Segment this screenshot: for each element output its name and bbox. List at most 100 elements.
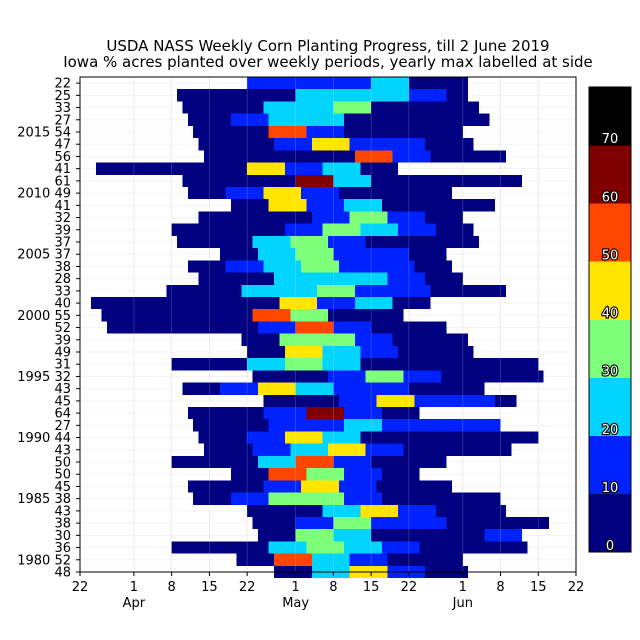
planting-bin: [371, 101, 479, 114]
planting-bin: [381, 407, 420, 420]
planting-bin: [220, 382, 258, 395]
y-tick-label: 36: [54, 541, 71, 556]
year-row-1996: [171, 358, 539, 371]
planting-bin: [311, 553, 350, 566]
planting-bin: [333, 455, 372, 469]
planting-bin: [268, 113, 307, 126]
planting-bin: [381, 419, 501, 432]
y-tick-label: 1990 44: [17, 431, 71, 446]
planting-bin: [381, 492, 501, 505]
year-row-2014: [198, 138, 474, 151]
planting-bin: [268, 492, 307, 505]
planting-bin: [101, 309, 253, 322]
year-row-1981: [171, 541, 528, 554]
planting-bin: [322, 504, 361, 517]
year-row-1995: [252, 370, 544, 383]
colorbar-tick-label: 50: [602, 248, 619, 263]
planting-bin: [257, 382, 296, 395]
y-tick-label: 56: [54, 150, 71, 165]
planting-bin: [225, 260, 264, 273]
planting-bin: [371, 174, 523, 187]
chart-subtitle: Iowa % acres planted over weekly periods…: [63, 53, 593, 71]
y-tick-label: 45: [54, 480, 71, 495]
planting-bin: [311, 272, 388, 285]
planting-bin: [187, 407, 264, 420]
planting-bin: [317, 284, 355, 297]
planting-bin: [236, 553, 275, 566]
planting-bin: [360, 431, 539, 444]
planting-bin: [344, 419, 382, 432]
planting-bin: [398, 223, 436, 236]
y-tick-label: 22: [54, 77, 71, 92]
y-tick-label: 50: [54, 456, 71, 471]
colorbar-tick-label: 20: [602, 423, 619, 438]
year-row-1992: [187, 407, 420, 420]
year-row-2007: [171, 223, 474, 236]
planting-bin: [322, 345, 361, 359]
planting-bin: [333, 248, 409, 261]
y-tick-label: 43: [54, 382, 71, 397]
planting-bin: [252, 370, 328, 383]
planting-bin: [257, 455, 296, 469]
planting-bin: [257, 248, 296, 261]
y-tick-label: 49: [54, 346, 71, 361]
y-tick-label: 28: [54, 272, 71, 287]
planting-bin: [349, 211, 388, 224]
colorbar-tick-label: 60: [602, 190, 619, 205]
planting-bin: [360, 223, 399, 236]
x-tick-day-label: 22: [72, 580, 89, 595]
planting-bin: [263, 187, 302, 200]
y-tick-label: 40: [54, 297, 71, 312]
planting-bin: [187, 480, 264, 493]
planting-bin: [414, 260, 452, 273]
x-tick-day-label: 8: [496, 580, 504, 595]
planting-bin: [193, 125, 269, 139]
colorbar-segment: [589, 493, 631, 553]
planting-bin: [198, 431, 248, 444]
planting-bin: [295, 382, 334, 395]
planting-bin: [354, 297, 393, 310]
y-tick-label: 41: [54, 162, 71, 177]
planting-bin: [371, 529, 485, 542]
planting-bin: [344, 541, 382, 554]
planting-bin: [392, 150, 431, 163]
y-tick-label: 39: [54, 223, 71, 238]
planting-bin: [333, 529, 372, 542]
planting-bin: [306, 125, 345, 139]
planting-bin: [365, 235, 479, 249]
year-row-1987: [230, 468, 420, 481]
year-row-1983: [252, 517, 550, 530]
x-tick-day-label: 22: [401, 580, 418, 595]
planting-bin: [414, 394, 496, 407]
planting-bin: [344, 492, 382, 505]
y-tick-label: 1985 38: [17, 492, 71, 507]
year-row-2016: [187, 113, 490, 126]
planting-bin: [333, 101, 372, 114]
planting-bin: [295, 455, 334, 469]
colorbar: 0 10 20 30 40 50 60 70: [588, 86, 632, 555]
planting-bin: [446, 89, 469, 102]
planting-bin: [349, 138, 426, 151]
planting-bin: [257, 529, 296, 542]
x-tick-day-label: 15: [201, 580, 218, 595]
planting-bin: [252, 443, 291, 456]
planting-bin: [284, 223, 323, 236]
x-tick-day-label: 22: [239, 580, 256, 595]
planting-bin: [338, 394, 377, 407]
planting-bin: [247, 431, 285, 444]
year-row-2006: [177, 235, 479, 249]
y-tick-label: 39: [54, 333, 71, 348]
planting-bin: [322, 358, 361, 371]
planting-bin: [295, 321, 334, 334]
planting-bin: [204, 150, 355, 163]
year-row-2008: [198, 211, 463, 224]
planting-bin: [187, 113, 231, 126]
planting-bin: [360, 504, 399, 517]
y-tick-label: 43: [54, 504, 71, 519]
planting-bin: [268, 419, 307, 432]
year-row-1985: [193, 492, 501, 505]
y-tick-label: 45: [54, 394, 71, 409]
planting-bin: [328, 235, 366, 249]
planting-bin: [333, 174, 372, 187]
